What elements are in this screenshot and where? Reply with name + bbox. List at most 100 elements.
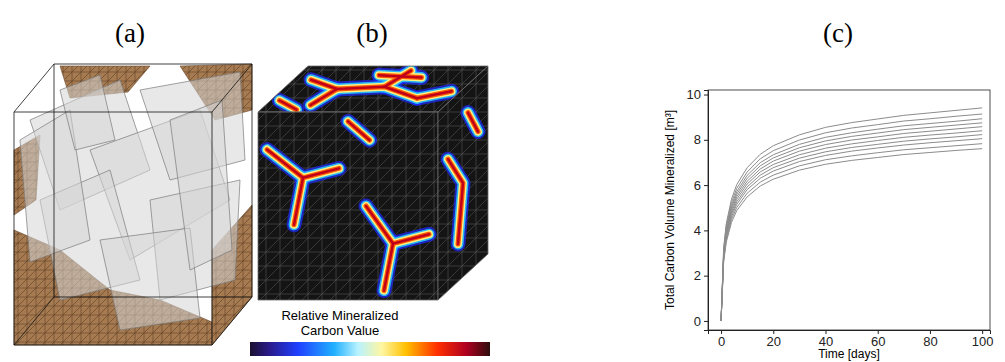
series-line (721, 149, 982, 321)
mineral-band (348, 121, 370, 140)
mineral-band (468, 113, 478, 132)
plot-frame (708, 90, 990, 330)
mineral-band (267, 150, 339, 178)
y-tick-mark (704, 185, 708, 186)
y-tick-label: 2 (694, 268, 701, 283)
series-line (721, 123, 982, 321)
cube-edge (14, 64, 54, 112)
mineral-band (366, 206, 393, 291)
y-axis-title: Total Carbon Volume Mineralized [m³] (663, 110, 677, 310)
mineral-band (448, 159, 463, 244)
mineral-band (280, 101, 297, 110)
mineral-band (448, 159, 463, 244)
mineral-band (294, 178, 303, 225)
y-tick: 4 (694, 223, 708, 238)
cube-edge (252, 64, 253, 297)
mineral-band (366, 206, 393, 291)
colorbar (250, 342, 490, 356)
cube-edge (212, 297, 252, 345)
series-line (721, 119, 982, 321)
cube-edge (14, 112, 212, 113)
y-tick: 10 (687, 87, 708, 102)
cube-edge (212, 112, 213, 345)
mineral-band (448, 159, 463, 244)
panel-label: (a) (115, 18, 145, 48)
mineral-band (393, 234, 429, 243)
mineral-band (417, 91, 452, 98)
mineral-band (280, 101, 297, 110)
mineral-band (348, 121, 370, 140)
mineral-band (294, 178, 303, 225)
x-tick: 100 (972, 330, 994, 349)
y-tick-mark (704, 95, 708, 96)
mineral-band (366, 206, 393, 291)
mineral-band (348, 121, 370, 140)
lines (721, 108, 982, 321)
cube-edge (14, 345, 212, 346)
mineral-band (348, 121, 370, 140)
mineral-band (280, 101, 297, 110)
mineral-band (417, 91, 452, 98)
x-tick-label: 80 (923, 334, 937, 349)
y-tick-label: 6 (694, 178, 701, 193)
mineral-band (311, 89, 338, 105)
mineral-band (468, 113, 478, 132)
y-axis: 0 2 4 6 8 10 (687, 87, 709, 330)
cube-face (258, 112, 438, 300)
fracture-plane (170, 100, 232, 270)
mineral-band (417, 91, 452, 98)
figure: (a)(b)(c)Relative MineralizedCarbon Valu… (0, 0, 1005, 362)
mineral-band (468, 113, 478, 132)
mineral-band (448, 159, 463, 244)
chart-c: 0204060801000246810Time [days]Total Carb… (663, 87, 994, 361)
colorbar-label: Relative Mineralized (281, 308, 398, 323)
mineral-band (280, 101, 297, 110)
mineral-band (393, 234, 429, 243)
fracture-plane (100, 228, 200, 330)
mineral-band (379, 75, 422, 77)
mineral-band (267, 150, 339, 178)
mineral-band (294, 178, 303, 225)
series-line (721, 127, 982, 321)
y-tick-label: 10 (687, 87, 701, 102)
mineral-band (393, 234, 429, 243)
fracture-plane (60, 75, 115, 150)
x-axis-title: Time [days] (818, 347, 880, 361)
cube-edge (54, 297, 252, 298)
mineral-band (379, 75, 422, 77)
mineral-band (267, 150, 339, 178)
mineral-pattern (448, 113, 478, 244)
mineral-band (311, 89, 338, 105)
mineral-band (366, 206, 393, 291)
mineral-band (393, 234, 429, 243)
mineral-band (311, 89, 338, 105)
mineral-pattern (267, 121, 429, 290)
cube-edge (14, 112, 15, 345)
y-tick-mark (704, 140, 708, 141)
mineral-band (267, 150, 339, 178)
mineral-band (267, 150, 339, 178)
mineral-band (280, 101, 297, 110)
series-line (721, 144, 982, 321)
mineral-pattern (280, 71, 452, 110)
panel-b-cube (258, 66, 488, 300)
y-tick-label: 0 (694, 314, 701, 329)
cube-face (438, 66, 488, 300)
mineral-band (379, 75, 422, 77)
mineral-band (348, 121, 370, 140)
mineral-band (393, 234, 429, 243)
mineral-band (294, 178, 303, 225)
y-tick-mark (704, 276, 708, 277)
mineral-band (417, 91, 452, 98)
series-line (721, 114, 982, 321)
y-tick: 8 (694, 132, 708, 147)
y-axis-line (704, 91, 709, 331)
y-tick-label: 4 (694, 223, 701, 238)
x-tick-label: 0 (718, 334, 725, 349)
x-tick: 0 (718, 330, 725, 349)
panel-label: (c) (823, 18, 853, 48)
y-tick-mark (704, 230, 708, 231)
colorbar-label: Carbon Value (301, 323, 380, 338)
y-tick: 2 (694, 268, 708, 283)
mineral-band (379, 75, 422, 77)
